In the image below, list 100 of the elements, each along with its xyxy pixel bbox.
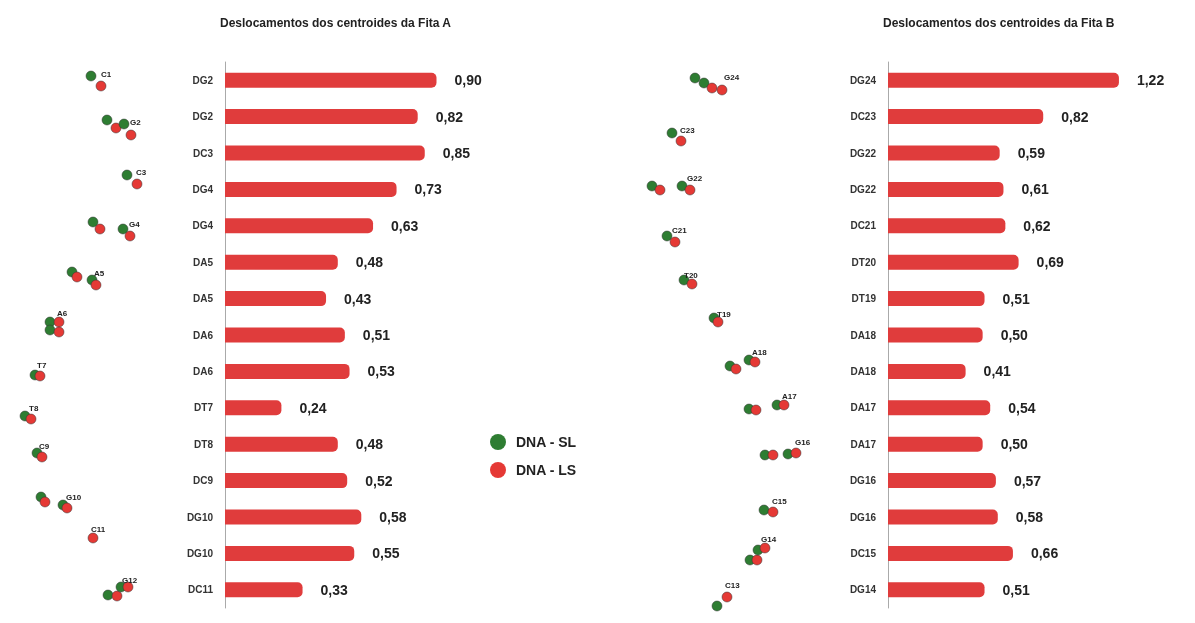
data-label: 0,73 <box>414 181 443 198</box>
y-tick-label: DG24 <box>849 74 877 86</box>
y-tick-label: DC9 <box>192 475 214 487</box>
y-tick-label: DG2 <box>192 74 214 86</box>
bar <box>225 291 327 307</box>
data-label: 0,24 <box>299 399 327 416</box>
y-tick-label: DT8 <box>194 438 214 450</box>
y-tick-label: DT7 <box>194 402 214 414</box>
bar <box>225 327 345 343</box>
bar <box>225 218 374 234</box>
bar <box>888 327 983 343</box>
y-tick-label: DC15 <box>850 547 877 559</box>
text: A18 <box>752 348 768 357</box>
y-tick-label: DA18 <box>850 365 877 377</box>
data-label: 0,58 <box>1015 509 1044 525</box>
data-label: 0,66 <box>1030 545 1059 562</box>
legend-label: DNA - SL <box>516 434 577 450</box>
data-label: 0,43 <box>344 290 372 307</box>
text: G14 <box>761 535 777 544</box>
text: A5 <box>94 269 105 278</box>
text: G22 <box>687 174 703 183</box>
data-label: 0,82 <box>1061 108 1089 125</box>
data-label: 0,50 <box>1000 327 1029 343</box>
text: G2 <box>130 118 142 127</box>
bar <box>225 545 355 561</box>
bar <box>888 436 983 452</box>
y-tick-label: DG16 <box>849 475 877 487</box>
bar <box>888 473 996 489</box>
bar <box>888 363 966 379</box>
bar <box>888 254 1019 270</box>
y-tick-label: DG16 <box>849 511 877 523</box>
y-tick-label: DG4 <box>192 220 214 232</box>
text: G24 <box>724 73 740 82</box>
y-tick-label: DG22 <box>849 183 877 195</box>
chart-title: Deslocamentos dos centroides da Fita B <box>883 16 1115 30</box>
data-label: 0,48 <box>355 254 384 271</box>
y-tick-label: DG14 <box>849 584 877 596</box>
bar <box>888 145 1000 161</box>
data-label: 0,58 <box>379 509 407 525</box>
y-tick-label: DA17 <box>850 438 877 450</box>
bar <box>888 400 991 416</box>
text: T7 <box>37 361 47 370</box>
data-label: 0,52 <box>365 472 393 489</box>
text: C15 <box>772 497 788 506</box>
text: C1 <box>101 70 112 79</box>
bar <box>225 109 418 125</box>
bar <box>888 218 1006 234</box>
text: C23 <box>680 126 696 135</box>
data-label: 0,90 <box>454 72 482 89</box>
data-label: 0,51 <box>362 327 391 343</box>
data-label: 0,51 <box>1002 581 1030 598</box>
data-label: 0,33 <box>320 581 349 598</box>
data-label: 0,69 <box>1036 254 1065 271</box>
y-tick-label: DA5 <box>192 256 214 268</box>
legend-label: DNA - LS <box>516 462 577 478</box>
y-tick-label: DG4 <box>192 183 214 195</box>
bar <box>225 72 437 88</box>
y-tick-label: DA18 <box>850 329 877 341</box>
data-label: 0,54 <box>1008 399 1036 416</box>
text: A6 <box>57 309 68 318</box>
bar <box>225 254 338 270</box>
y-tick-label: DG22 <box>849 147 877 159</box>
data-label: 0,53 <box>367 363 396 380</box>
data-label: 0,41 <box>983 363 1012 380</box>
y-tick-label: DG10 <box>186 511 214 523</box>
text: G4 <box>129 220 141 229</box>
y-tick-label: DC21 <box>850 220 877 232</box>
data-label: 0,48 <box>355 436 384 453</box>
data-label: 0,85 <box>442 145 471 161</box>
bar <box>225 509 362 525</box>
text: T8 <box>29 404 39 413</box>
bar <box>888 109 1044 125</box>
text: C3 <box>136 168 147 177</box>
y-tick-label: DT20 <box>851 256 877 268</box>
data-label: 0,63 <box>391 217 419 234</box>
data-label: 0,59 <box>1017 145 1046 161</box>
y-tick-label: DC3 <box>192 147 214 159</box>
bar <box>888 582 985 598</box>
bar <box>225 363 350 379</box>
y-tick-label: DG2 <box>192 111 214 123</box>
text: T20 <box>684 271 699 280</box>
chart-title: Deslocamentos dos centroides da Fita A <box>220 16 452 30</box>
bar <box>225 436 338 452</box>
data-label: 0,50 <box>1000 436 1029 453</box>
data-label: 0,62 <box>1023 217 1051 234</box>
y-tick-label: DC11 <box>187 584 214 596</box>
y-tick-label: DG10 <box>186 547 214 559</box>
bar <box>225 582 303 598</box>
text: G12 <box>122 576 138 585</box>
bar <box>225 181 397 197</box>
text: A17 <box>782 392 798 401</box>
bar <box>888 509 998 525</box>
text: C11 <box>91 525 106 534</box>
text: G16 <box>795 438 811 447</box>
y-tick-label: DA6 <box>192 329 214 341</box>
bar <box>225 145 425 161</box>
data-label: 0,82 <box>435 108 464 125</box>
data-label: 0,57 <box>1013 472 1042 489</box>
y-tick-label: DA17 <box>850 402 877 414</box>
y-tick-label: DA6 <box>192 365 214 377</box>
